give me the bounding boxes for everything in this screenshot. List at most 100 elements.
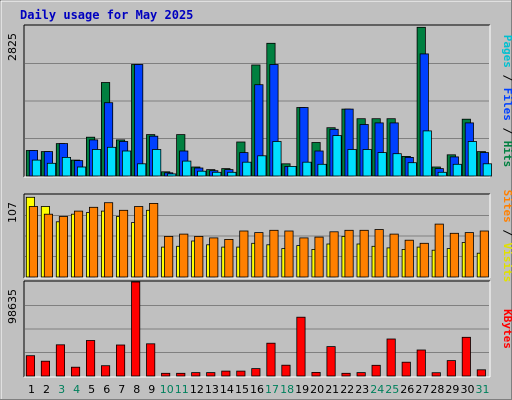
- x-tick-label: 7: [118, 383, 125, 396]
- series-label-part: Visits: [501, 243, 512, 283]
- bar-pages-day-13: [213, 172, 221, 176]
- bar-sites-day-24: [375, 230, 383, 278]
- series-label-part: Pages: [501, 35, 512, 68]
- bar-pages-day-31: [483, 164, 491, 176]
- bar-sites-day-20: [315, 237, 323, 277]
- bar-pages-day-17: [273, 142, 281, 177]
- bar-sites-day-9: [150, 203, 158, 277]
- bar-sites-day-12: [195, 236, 203, 277]
- x-tick-label: 22: [340, 383, 354, 396]
- bar-sites-day-17: [270, 230, 278, 277]
- bar-sites-day-5: [89, 207, 97, 277]
- bar-kbytes-day-19: [297, 317, 305, 376]
- bar-sites-day-3: [59, 217, 67, 278]
- y-max-label: 2825: [6, 33, 19, 61]
- x-tick-label: 10: [160, 383, 174, 396]
- bar-pages-day-1: [32, 160, 40, 176]
- bar-pages-day-15: [243, 162, 251, 176]
- bar-kbytes-day-4: [71, 367, 79, 376]
- x-tick-label: 18: [280, 383, 294, 396]
- bar-kbytes-day-18: [282, 365, 290, 376]
- y-max-label: 107: [6, 202, 19, 223]
- bar-sites-day-23: [360, 230, 368, 277]
- bar-pages-day-20: [318, 164, 326, 176]
- bar-sites-day-31: [480, 231, 488, 277]
- bar-pages-day-12: [198, 171, 206, 176]
- bar-pages-day-2: [47, 163, 55, 176]
- bar-pages-day-27: [423, 131, 431, 176]
- bar-sites-day-13: [210, 238, 218, 277]
- bar-kbytes-day-11: [177, 373, 185, 376]
- bar-kbytes-day-30: [462, 337, 470, 376]
- bar-pages-day-5: [92, 150, 100, 177]
- series-label-part: Files: [501, 88, 512, 121]
- bar-sites-day-27: [420, 243, 428, 277]
- bar-kbytes-day-24: [372, 365, 380, 376]
- bar-kbytes-day-8: [132, 282, 140, 376]
- x-tick-label: 4: [73, 383, 80, 396]
- x-tick-label: 9: [148, 383, 155, 396]
- x-tick-label: 20: [310, 383, 324, 396]
- bar-pages-day-8: [138, 164, 146, 176]
- bar-pages-day-23: [363, 150, 371, 177]
- bar-kbytes-day-25: [387, 339, 395, 376]
- y-max-label: 98635: [6, 289, 19, 324]
- bar-kbytes-day-13: [207, 373, 215, 376]
- bar-kbytes-day-23: [357, 373, 365, 376]
- x-tick-label: 8: [133, 383, 140, 396]
- bar-kbytes-day-12: [192, 373, 200, 376]
- bar-kbytes-day-9: [147, 344, 155, 376]
- bar-pages-day-14: [228, 172, 236, 176]
- bar-sites-day-11: [180, 234, 188, 277]
- bar-pages-day-9: [153, 150, 161, 177]
- x-tick-label: 15: [235, 383, 249, 396]
- bar-sites-day-7: [119, 210, 127, 277]
- series-label-part: KBytes: [501, 309, 512, 349]
- panel-visits-sites: 107 Sites / Visits: [6, 190, 512, 283]
- x-tick-label: 3: [58, 383, 65, 396]
- series-label-part: /: [501, 223, 512, 243]
- bar-kbytes-day-6: [101, 366, 109, 376]
- bar-sites-day-15: [240, 231, 248, 277]
- series-label-part: /: [501, 68, 512, 88]
- bar-kbytes-day-26: [402, 362, 410, 376]
- bar-sites-day-19: [300, 238, 308, 277]
- bar-kbytes-day-7: [116, 345, 124, 376]
- bar-pages-day-3: [62, 157, 70, 176]
- x-tick-label: 17: [265, 383, 279, 396]
- bar-kbytes-day-28: [432, 373, 440, 376]
- bar-kbytes-day-10: [162, 373, 170, 376]
- x-tick-label: 6: [103, 383, 110, 396]
- x-tick-label: 1: [28, 383, 35, 396]
- x-tick-label: 28: [430, 383, 444, 396]
- bar-kbytes-day-3: [56, 345, 64, 376]
- bar-kbytes-day-29: [447, 361, 455, 376]
- bar-kbytes-day-14: [222, 371, 230, 376]
- x-tick-label: 2: [43, 383, 50, 396]
- bar-kbytes-day-17: [267, 343, 275, 376]
- bar-sites-day-28: [435, 224, 443, 277]
- x-tick-label: 16: [250, 383, 264, 396]
- x-tick-label: 25: [385, 383, 399, 396]
- x-tick-label: 26: [400, 383, 414, 396]
- bar-pages-day-26: [408, 163, 416, 176]
- x-tick-label: 27: [415, 383, 429, 396]
- bar-files-day-8: [135, 65, 143, 177]
- x-tick-label: 5: [88, 383, 95, 396]
- chart-title: Daily usage for May 2025: [20, 8, 193, 22]
- series-label-part: /: [501, 121, 512, 141]
- x-tick-label: 11: [175, 383, 189, 396]
- bar-pages-day-18: [288, 166, 296, 176]
- bar-pages-day-10: [168, 174, 176, 176]
- bar-sites-day-8: [135, 207, 143, 278]
- series-label-part: Sites: [501, 190, 512, 223]
- x-tick-label: 24: [370, 383, 384, 396]
- bar-pages-day-21: [333, 136, 341, 176]
- bar-pages-day-4: [77, 167, 85, 176]
- bar-kbytes-day-16: [252, 369, 260, 376]
- bar-sites-day-30: [465, 233, 473, 277]
- bar-kbytes-day-5: [86, 341, 94, 377]
- bar-kbytes-day-2: [41, 361, 49, 376]
